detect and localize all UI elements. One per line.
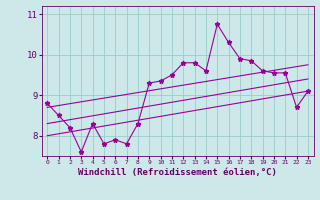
X-axis label: Windchill (Refroidissement éolien,°C): Windchill (Refroidissement éolien,°C) <box>78 168 277 177</box>
